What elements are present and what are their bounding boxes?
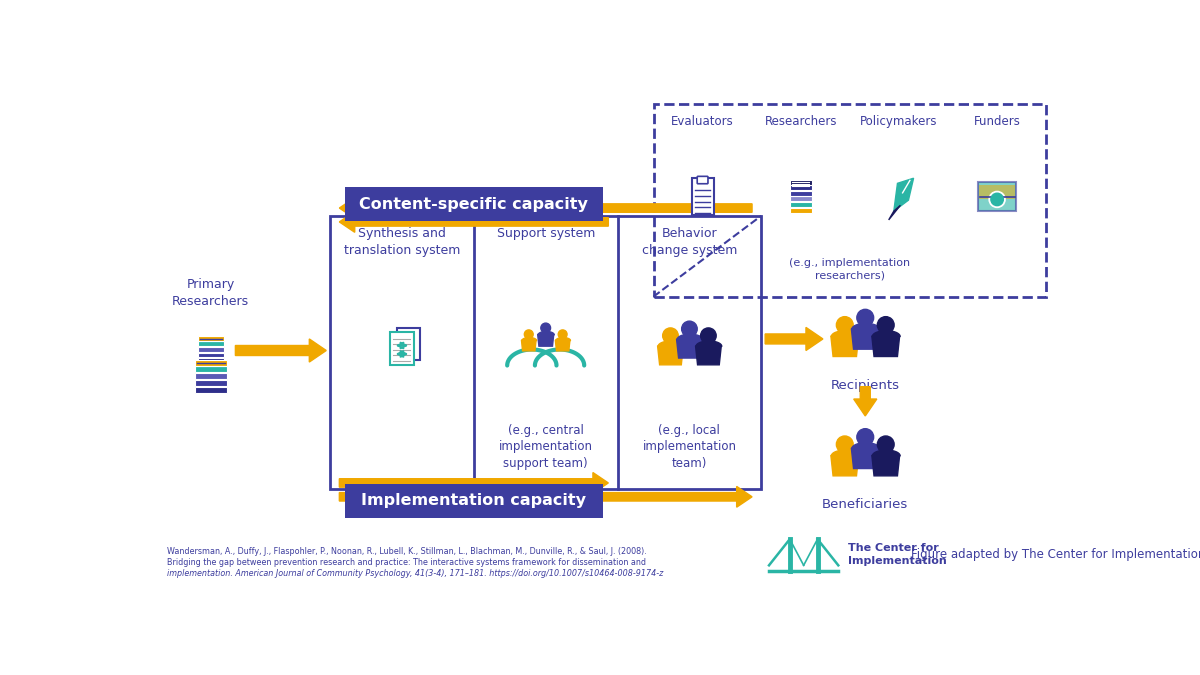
Polygon shape — [677, 339, 702, 358]
Circle shape — [682, 321, 697, 337]
FancyBboxPatch shape — [790, 186, 811, 190]
Circle shape — [701, 328, 716, 344]
Text: implementation. American Journal of Community Psychology, 41(3-4), 171–181. http: implementation. American Journal of Comm… — [167, 568, 664, 578]
Text: Wandersman, A., Duffy, J., Flaspohler, P., Noonan, R., Lubell, K., Stillman, L.,: Wandersman, A., Duffy, J., Flaspohler, P… — [167, 547, 647, 556]
Polygon shape — [889, 205, 900, 220]
Circle shape — [541, 323, 551, 333]
FancyBboxPatch shape — [194, 367, 227, 373]
Polygon shape — [696, 346, 721, 365]
Polygon shape — [851, 448, 880, 468]
Text: Beneficiaries: Beneficiaries — [822, 498, 908, 512]
Polygon shape — [766, 327, 823, 350]
Circle shape — [877, 317, 894, 333]
Circle shape — [558, 330, 568, 339]
Circle shape — [524, 330, 533, 339]
Circle shape — [857, 429, 874, 446]
Polygon shape — [522, 340, 536, 351]
Circle shape — [857, 309, 874, 326]
Circle shape — [662, 328, 678, 344]
Polygon shape — [556, 340, 570, 351]
FancyBboxPatch shape — [198, 336, 224, 341]
Circle shape — [836, 436, 853, 453]
Polygon shape — [872, 456, 900, 476]
FancyBboxPatch shape — [697, 176, 708, 184]
FancyBboxPatch shape — [790, 202, 811, 207]
Text: Policymakers: Policymakers — [860, 115, 937, 128]
FancyBboxPatch shape — [390, 332, 414, 365]
Polygon shape — [658, 346, 683, 365]
FancyBboxPatch shape — [198, 347, 224, 352]
Polygon shape — [340, 211, 608, 232]
Text: Recipients: Recipients — [830, 379, 900, 392]
FancyBboxPatch shape — [198, 352, 224, 358]
FancyBboxPatch shape — [198, 342, 224, 346]
Text: Synthesis and
translation system: Synthesis and translation system — [343, 227, 460, 257]
FancyBboxPatch shape — [790, 196, 811, 201]
FancyBboxPatch shape — [979, 186, 1015, 198]
Circle shape — [877, 436, 894, 453]
Text: (e.g., local
implementation
team): (e.g., local implementation team) — [642, 424, 737, 470]
Text: Behavior
change system: Behavior change system — [642, 227, 737, 257]
FancyBboxPatch shape — [397, 328, 420, 360]
FancyBboxPatch shape — [198, 358, 224, 363]
Text: (e.g., implementation
researchers): (e.g., implementation researchers) — [790, 259, 911, 281]
Polygon shape — [853, 387, 877, 416]
Polygon shape — [235, 339, 326, 362]
FancyBboxPatch shape — [790, 208, 811, 213]
Circle shape — [991, 193, 1003, 206]
Text: (e.g., central
implementation
support team): (e.g., central implementation support te… — [499, 424, 593, 470]
FancyBboxPatch shape — [790, 191, 811, 196]
Text: Primary
Researchers: Primary Researchers — [172, 277, 250, 308]
FancyBboxPatch shape — [194, 360, 227, 366]
FancyBboxPatch shape — [691, 178, 714, 215]
Text: Researchers: Researchers — [764, 115, 838, 128]
FancyBboxPatch shape — [978, 182, 1016, 211]
FancyBboxPatch shape — [194, 373, 227, 379]
Text: Implementation capacity: Implementation capacity — [361, 493, 587, 508]
Polygon shape — [830, 456, 859, 476]
FancyBboxPatch shape — [790, 180, 811, 185]
Polygon shape — [894, 178, 913, 211]
Polygon shape — [340, 198, 752, 219]
FancyBboxPatch shape — [194, 387, 227, 393]
Text: Support system: Support system — [497, 227, 595, 240]
Text: Figure adapted by The Center for Implementation: Figure adapted by The Center for Impleme… — [912, 548, 1200, 561]
FancyBboxPatch shape — [344, 484, 602, 518]
Text: Content-specific capacity: Content-specific capacity — [359, 196, 588, 212]
Polygon shape — [538, 334, 553, 346]
FancyBboxPatch shape — [344, 187, 602, 221]
Text: The Center for
Implementation: The Center for Implementation — [848, 543, 947, 566]
Text: Evaluators: Evaluators — [671, 115, 734, 128]
Circle shape — [836, 317, 853, 333]
Text: Funders: Funders — [973, 115, 1020, 128]
FancyBboxPatch shape — [194, 380, 227, 386]
Text: Bridging the gap between prevention research and practice: The interactive syste: Bridging the gap between prevention rese… — [167, 558, 646, 567]
Polygon shape — [872, 336, 900, 356]
Polygon shape — [830, 336, 859, 356]
Polygon shape — [340, 487, 752, 507]
Polygon shape — [340, 472, 608, 493]
Circle shape — [989, 192, 1006, 207]
Polygon shape — [851, 329, 880, 349]
